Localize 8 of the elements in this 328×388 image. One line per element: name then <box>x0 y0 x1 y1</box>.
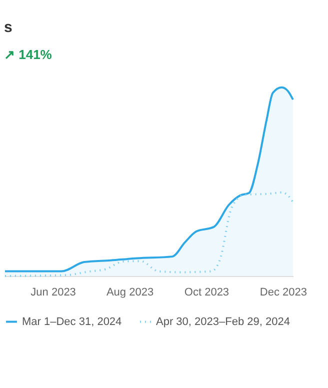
x-tick-label: Aug 2023 <box>106 286 154 298</box>
legend-label: Apr 30, 2023–Feb 29, 2024 <box>156 316 290 328</box>
x-tick-label: Jun 2023 <box>30 286 76 298</box>
legend-label: Mar 1–Dec 31, 2024 <box>22 316 122 328</box>
chart-title: s <box>4 19 12 36</box>
x-tick-label: Oct 2023 <box>184 286 230 298</box>
text: ↗ 141% <box>4 47 52 62</box>
x-tick-label: Dec 2023 <box>260 286 307 298</box>
